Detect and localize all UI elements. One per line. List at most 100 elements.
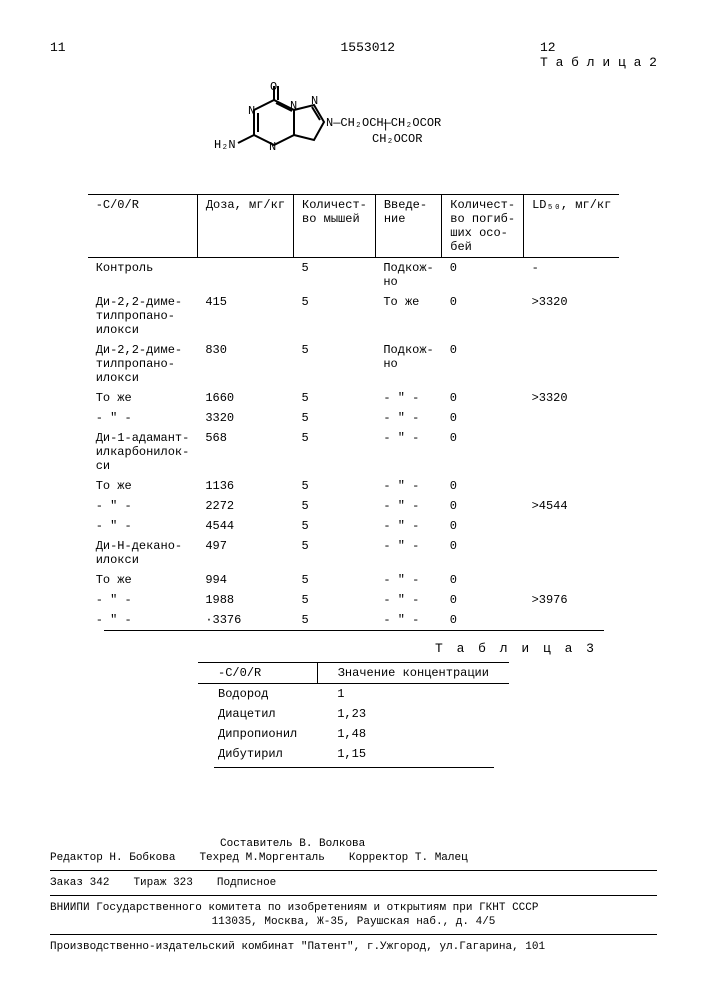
table-row: Дипропионил1,48 — [198, 724, 509, 744]
table-cell: 5 — [294, 590, 376, 610]
table-cell: - " - — [375, 536, 441, 570]
table-cell — [524, 570, 620, 590]
tirage-label: Тираж — [133, 877, 166, 889]
table-cell: 5 — [294, 292, 376, 340]
table-cell: 5 — [294, 476, 376, 496]
table-cell: 5 — [294, 340, 376, 388]
corrector-label: Корректор — [349, 852, 408, 864]
table-cell — [197, 258, 293, 293]
table-cell: Подкож-но — [375, 258, 441, 293]
table-cell: 1,15 — [317, 744, 509, 767]
patent-number: 1553012 — [340, 40, 395, 70]
table-cell: 0 — [442, 340, 524, 388]
table2: -С/0/R Доза, мг/кг Количест-во мышей Вве… — [88, 194, 620, 630]
footer-prod: Производственно-издательский комбинат "П… — [50, 941, 657, 953]
table-row: - " -33205- " -0 — [88, 408, 620, 428]
table2-title: Т а б л и ц а 2 — [540, 55, 657, 70]
corrector-name: Т. Малец — [415, 852, 468, 864]
table-row: То же11365- " -0 — [88, 476, 620, 496]
svg-text:N: N — [290, 99, 297, 113]
header-row: 11 1553012 12 Т а б л и ц а 2 — [50, 40, 657, 70]
table3: -С/0/R Значение концентрации Водород1Диа… — [198, 662, 509, 767]
table-cell: 0 — [442, 516, 524, 536]
table-row: Ди-2,2-диме-тилпропано-илокси4155То же0>… — [88, 292, 620, 340]
table-row: То же16605- " -0>3320 — [88, 388, 620, 408]
table-cell: 4544 — [197, 516, 293, 536]
table-row: - " -22725- " -0>4544 — [88, 496, 620, 516]
table-cell: 497 — [197, 536, 293, 570]
techred-name: М.Моргенталь — [246, 852, 325, 864]
svg-text:N: N — [248, 104, 255, 118]
table-cell: Водород — [198, 684, 317, 705]
svg-text:N: N — [269, 140, 276, 154]
t3-col-cor: -С/0/R — [198, 663, 317, 684]
table-cell: - " - — [375, 428, 441, 476]
table-cell: - " - — [88, 408, 198, 428]
table-cell: ·3376 — [197, 610, 293, 630]
table-cell — [524, 476, 620, 496]
table-cell: - " - — [375, 388, 441, 408]
table-cell: 0 — [442, 388, 524, 408]
table-cell: Ди-Н-декано-илокси — [88, 536, 198, 570]
table-cell: - " - — [375, 610, 441, 630]
chemical-structure: H₂N O N N N N N—CH₂OCH—CH₂OCOR | CH₂OCOR — [50, 80, 657, 179]
table-row: То же9945- " -0 — [88, 570, 620, 590]
table-cell: - " - — [88, 516, 198, 536]
table-cell: Подкож-но — [375, 340, 441, 388]
table-cell: - " - — [375, 408, 441, 428]
table-row: Диацетил1,23 — [198, 704, 509, 724]
table-cell: Дибутирил — [198, 744, 317, 767]
table-cell: - — [524, 258, 620, 293]
col-ld50: LD₅₀, мг/кг — [524, 195, 620, 258]
table-cell: 0 — [442, 610, 524, 630]
footer-org: ВНИИПИ Государственного комитета по изоб… — [50, 902, 657, 914]
table-cell — [524, 610, 620, 630]
footer-addr: 113035, Москва, Ж-35, Раушская наб., д. … — [50, 916, 657, 928]
table3-header-row: -С/0/R Значение концентрации — [198, 663, 509, 684]
table-cell: 0 — [442, 476, 524, 496]
table-cell: 568 — [197, 428, 293, 476]
table-cell: >3976 — [524, 590, 620, 610]
table-row: Контроль5Подкож-но0- — [88, 258, 620, 293]
table-cell: 0 — [442, 258, 524, 293]
editor-label: Редактор — [50, 852, 103, 864]
table2-header-row: -С/0/R Доза, мг/кг Количест-во мышей Вве… — [88, 195, 620, 258]
table-cell: 5 — [294, 428, 376, 476]
table-row: Ди-1-адамант-илкарбонилок-си5685- " -0 — [88, 428, 620, 476]
table-cell: - " - — [375, 476, 441, 496]
table-cell: 0 — [442, 570, 524, 590]
table-cell: >3320 — [524, 292, 620, 340]
table-cell: 5 — [294, 536, 376, 570]
table-cell: То же — [88, 476, 198, 496]
table-row: - " -19885- " -0>3976 — [88, 590, 620, 610]
order-label: Заказ — [50, 877, 83, 889]
table-cell: - " - — [88, 496, 198, 516]
table-cell: Ди-2,2-диме-тилпропано-илокси — [88, 292, 198, 340]
table-cell: 1 — [317, 684, 509, 705]
table-cell: - " - — [375, 516, 441, 536]
tirage-num: 323 — [173, 877, 193, 889]
table-cell: 1988 — [197, 590, 293, 610]
col-dead: Количест-во погиб-ших осо-бей — [442, 195, 524, 258]
table-cell: Дипропионил — [198, 724, 317, 744]
sub-label: Подписное — [217, 877, 276, 889]
table-row: Дибутирил1,15 — [198, 744, 509, 767]
table-cell: 1,48 — [317, 724, 509, 744]
svg-text:|: | — [382, 118, 389, 132]
table-cell: - " - — [88, 610, 198, 630]
table-cell: 0 — [442, 590, 524, 610]
table-row: Ди-2,2-диме-тилпропано-илокси8305Подкож-… — [88, 340, 620, 388]
table-cell: 1136 — [197, 476, 293, 496]
table-cell: >3320 — [524, 388, 620, 408]
table-cell: То же — [88, 388, 198, 408]
table-row: - " -45445- " -0 — [88, 516, 620, 536]
compiler-name: В. Волкова — [299, 838, 365, 850]
table-cell: 2272 — [197, 496, 293, 516]
table-cell — [524, 408, 620, 428]
table-cell — [524, 340, 620, 388]
table-row: - " -·33765- " -0 — [88, 610, 620, 630]
page-left: 11 — [50, 40, 66, 70]
svg-text:H₂N: H₂N — [214, 138, 236, 152]
svg-text:N: N — [311, 94, 318, 108]
table-row: Водород1 — [198, 684, 509, 705]
